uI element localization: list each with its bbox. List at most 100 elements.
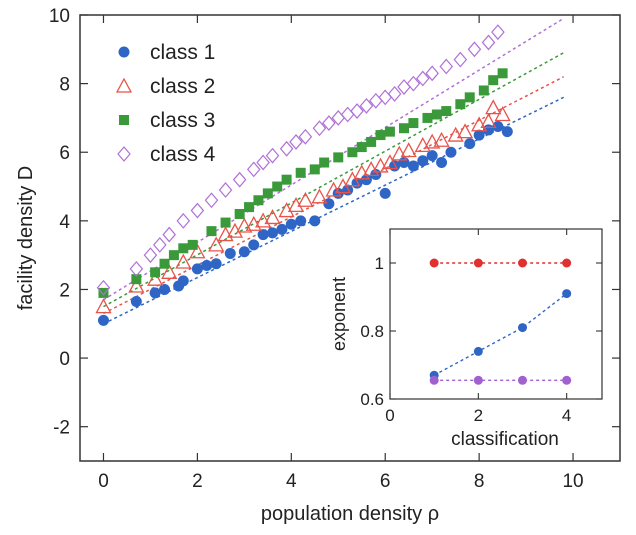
y-tick-label: 8 [59,75,70,96]
main-x-ticks: 0 2 4 6 8 10 [98,15,584,492]
data-point-series-1 [248,239,260,251]
data-point-series-2 [236,217,253,233]
data-point-series-1 [492,121,504,132]
data-point-series-3 [234,208,245,219]
legend-marker-series-2 [115,77,133,93]
inset-point-series-1 [518,258,527,268]
data-point-series-1 [445,146,457,158]
inset-plot: 0 2 4 0.6 0.8 1 classification exponent [329,228,603,450]
data-point-series-1 [177,275,189,287]
legend: class 1 class 2 class 3 class 4 [115,41,216,166]
data-point-series-1 [159,283,171,295]
legend-marker-series-1 [118,46,130,58]
data-point-series-1 [238,246,250,258]
inset-line-series-2 [433,293,568,376]
data-point-series-4 [359,97,374,114]
data-point-series-2 [208,236,225,252]
data-point-series-3 [253,195,264,206]
data-point-series-3 [455,99,466,110]
data-point-series-4 [406,75,421,92]
data-point-series-3 [150,267,161,278]
data-point-series-3 [497,68,508,79]
data-point-series-3 [375,130,386,141]
data-point-series-4 [415,70,430,87]
inset-point-series-2 [562,289,572,299]
data-point-series-3 [399,123,409,134]
data-point-series-2 [297,191,314,207]
data-point-series-3 [366,136,377,147]
data-point-series-4 [312,120,327,137]
data-point-series-2 [311,188,328,204]
data-point-series-1 [501,126,513,138]
data-point-series-2 [480,112,497,129]
legend-label-series-2: class 2 [150,75,215,98]
data-point-series-4 [387,85,402,102]
data-point-series-3 [178,243,189,254]
data-point-series-2 [161,263,178,279]
legend-marker-series-3 [119,115,129,125]
data-point-series-2 [175,253,192,269]
inset-point-series-3 [518,375,527,385]
inset-y-ticks: 0.6 0.8 1 [360,254,602,409]
y-tick-label: 6 [59,143,70,164]
inset-point-series-1 [562,258,572,268]
data-point-series-1 [276,223,288,235]
data-point-series-2 [414,136,431,153]
inset-point-series-3 [429,375,439,385]
data-point-series-1 [309,215,321,227]
inset-point-series-2 [473,346,483,356]
data-point-series-1 [97,314,109,326]
inset-y-tick-label: 0.6 [360,390,384,409]
y-tick-label: 2 [59,280,70,301]
data-point-series-1 [295,215,307,227]
inset-lines [433,262,568,381]
main-data-points [95,24,513,326]
data-point-series-4 [256,154,270,171]
data-point-series-3 [478,85,489,96]
data-point-series-1 [201,259,213,271]
inset-plot-frame [389,228,603,400]
data-point-series-1 [191,263,203,275]
inset-point-series-1 [473,258,483,268]
x-tick-label: 2 [192,471,203,492]
inset-x-tick-label: 2 [474,406,483,425]
data-point-series-4 [129,260,144,277]
data-point-series-3 [220,217,231,228]
data-point-series-1 [464,138,476,150]
legend-label-series-4: class 4 [150,143,216,166]
main-x-axis-title: population density ρ [261,503,439,525]
data-point-series-1 [224,247,236,259]
data-point-series-3 [347,147,358,158]
data-point-series-1 [257,229,269,241]
data-point-series-3 [408,118,419,129]
data-point-series-3 [262,188,273,199]
data-point-series-4 [453,51,468,68]
data-point-series-3 [488,75,499,86]
inset-data-points [429,258,572,385]
data-point-series-2 [494,106,511,122]
inset-point-series-1 [429,258,439,268]
data-point-series-3 [356,142,367,153]
data-point-series-4 [289,134,303,150]
data-point-series-3 [168,250,179,261]
data-point-series-4 [96,279,111,296]
inset-point-series-3 [562,375,572,385]
x-tick-label: 10 [562,471,583,492]
data-point-series-4 [143,247,158,264]
data-point-series-1 [285,218,297,230]
inset-y-axis-title: exponent [329,277,349,351]
data-point-series-4 [439,58,454,75]
inset-y-tick-label: 1 [375,254,384,273]
data-point-series-2 [381,154,399,170]
data-point-series-3 [441,106,452,117]
data-point-series-3 [281,174,292,185]
x-tick-label: 8 [474,471,485,492]
data-point-series-3 [319,157,330,168]
data-point-series-3 [244,202,255,213]
legend-label-series-1: class 1 [150,41,215,64]
inset-point-series-2 [518,323,527,333]
data-point-series-3 [272,181,283,192]
data-point-series-3 [187,239,198,250]
inset-y-tick-label: 0.8 [360,322,384,341]
